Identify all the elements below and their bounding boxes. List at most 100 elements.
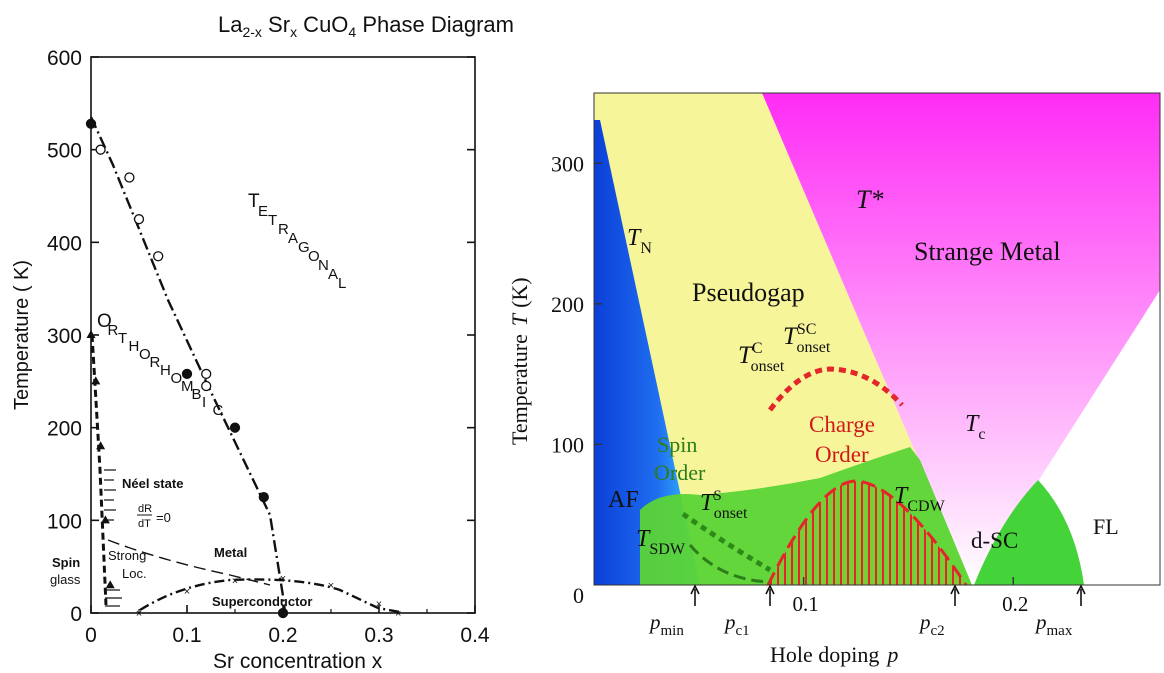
superconductor-point: ×	[395, 608, 401, 620]
doping-marker-arrowhead	[765, 584, 775, 595]
tetragonal-letter: E	[258, 203, 268, 220]
tsdw-curve	[688, 544, 771, 584]
doping-marker-label: pc1	[723, 610, 750, 639]
onset-curve	[768, 366, 904, 412]
right-panel: 0 100 200 300 0.1 0.2 pmin pc1 pc2 pmax Hole do…	[507, 92, 1161, 667]
metal-label: Metal	[214, 545, 247, 560]
left-x-ticks: 0 0.1 0.2 0.3 0.4	[85, 605, 490, 647]
superconductor-point: ×	[136, 608, 142, 620]
tsdw-label: TSDW	[636, 526, 686, 558]
right-y-ticks: 0 100 200 300	[551, 151, 602, 608]
right-x-tick-label: 0.2	[1002, 592, 1028, 616]
doping-marker-label: pmin	[648, 610, 684, 639]
af-region	[594, 120, 700, 585]
tetragonal-point	[133, 214, 145, 225]
left-x-tick-label: 0.2	[268, 624, 297, 647]
tstar-label: T*	[856, 185, 883, 214]
orthorhombic-letter: I	[202, 394, 206, 411]
drdt-numerator: dR	[138, 503, 152, 515]
orthorhombic-letter: O	[139, 346, 151, 363]
charge-label: Charge	[809, 412, 875, 437]
neel-point	[100, 515, 110, 524]
hatched-region	[104, 469, 122, 607]
tetragonal-letter: T	[268, 212, 277, 229]
doping-marker-arrowhead	[950, 584, 960, 595]
tetragonal-point	[95, 144, 106, 155]
orthorhombic-letter: H	[160, 362, 171, 379]
right-plot-frame	[593, 92, 1161, 586]
tetragonal-letter: A	[288, 230, 298, 247]
tetragonal-letter: N	[318, 257, 329, 274]
strange-metal-label: Strange Metal	[914, 237, 1061, 266]
right-y-tick-label: 0	[573, 583, 584, 608]
orthorhombic-letter: R	[108, 322, 119, 339]
right-x-axis-label: Hole doping p	[770, 642, 898, 667]
tc-onset-label: TC onset	[738, 340, 785, 375]
pseudogap-label: Pseudogap	[692, 278, 805, 307]
left-y-tick-label: 400	[47, 232, 82, 255]
superconductor-dome-curve	[139, 578, 401, 614]
tetragonal-letter: G	[298, 239, 310, 256]
left-y-tick-label: 0	[70, 603, 82, 626]
spin-label: Spin	[52, 555, 80, 570]
left-y-tick-label: 300	[47, 325, 82, 348]
tetragonal-point	[153, 251, 164, 262]
left-y-ticks: 0 100 200 300 400 500 600	[47, 47, 475, 626]
tc-label: Tc	[965, 411, 985, 443]
dsc-dome-region	[974, 480, 1084, 585]
tetragonal-letter: T	[248, 191, 260, 212]
glass-label: glass	[50, 572, 81, 587]
orthorhombic-letter: M	[181, 378, 194, 395]
orthorhombic-label: ORTHORHOMBI C	[97, 311, 224, 419]
orthorhombic-letter: O	[97, 311, 112, 332]
orthorhombic-letter: B	[192, 386, 202, 403]
right-y-tick-label: 200	[551, 292, 584, 317]
tetragonal-point	[258, 492, 269, 503]
doping-marker-label: pc2	[918, 610, 945, 639]
tetragonal-point	[201, 380, 212, 392]
right-x-tick-label: 0.1	[793, 592, 819, 616]
tcdw-label: TCDW	[894, 483, 946, 515]
charge-order-label: Order	[815, 442, 869, 467]
left-x-tick-label: 0	[85, 624, 97, 647]
superconductor-point: ×	[280, 573, 286, 585]
dsc-label: d-SC	[971, 528, 1018, 553]
tn-label: TN	[627, 225, 652, 257]
spin-label: Spin	[657, 432, 697, 457]
tetragonal-label: TETRAG O NAL	[248, 191, 346, 292]
tetragonal-point	[201, 368, 212, 380]
left-y-axis-label: Temperature ( K)	[11, 260, 33, 410]
fl-label: FL	[1093, 514, 1119, 539]
metal-boundary-curve	[107, 539, 271, 586]
left-y-tick-label: 500	[47, 140, 82, 163]
drdt-equals: =0	[156, 510, 171, 525]
drdt-denominator: dT	[138, 518, 151, 530]
left-y-tick-label: 200	[47, 418, 82, 441]
structural-transition-curve	[89, 116, 287, 613]
orthorhombic-letter: T	[118, 330, 127, 347]
left-y-tick-label: 600	[47, 47, 82, 70]
left-x-axis-label: Sr concentration x	[213, 650, 383, 673]
orthorhombic-letter: H	[129, 338, 140, 355]
tetragonal-point	[181, 368, 193, 380]
left-y-tick-label: 100	[47, 510, 82, 533]
right-doping-markers: pmin pc1 pc2 pmax	[648, 584, 1086, 639]
left-x-tick-label: 0.3	[364, 624, 393, 647]
neel-point	[105, 580, 115, 589]
tsc-onset-label: TSC onset	[783, 321, 831, 356]
tetragonal-point	[277, 607, 289, 619]
tetragonal-point	[124, 172, 135, 183]
left-x-tick-label: 0.4	[460, 624, 490, 647]
superconductor-point: ×	[184, 586, 190, 598]
tetragonal-letter: A	[328, 266, 338, 283]
tetragonal-point	[229, 422, 241, 433]
superconductor-label: Superconductor	[212, 594, 312, 609]
superconductor-point: ×	[376, 599, 382, 611]
left-x-tick-label: 0.1	[172, 624, 201, 647]
strange-metal-region	[762, 93, 1160, 585]
tetragonal-letter: R	[278, 221, 289, 238]
tcdw-curve	[766, 479, 968, 585]
neel-state-label: Néel state	[122, 476, 183, 491]
orthorhombic-letter: O	[171, 370, 183, 387]
